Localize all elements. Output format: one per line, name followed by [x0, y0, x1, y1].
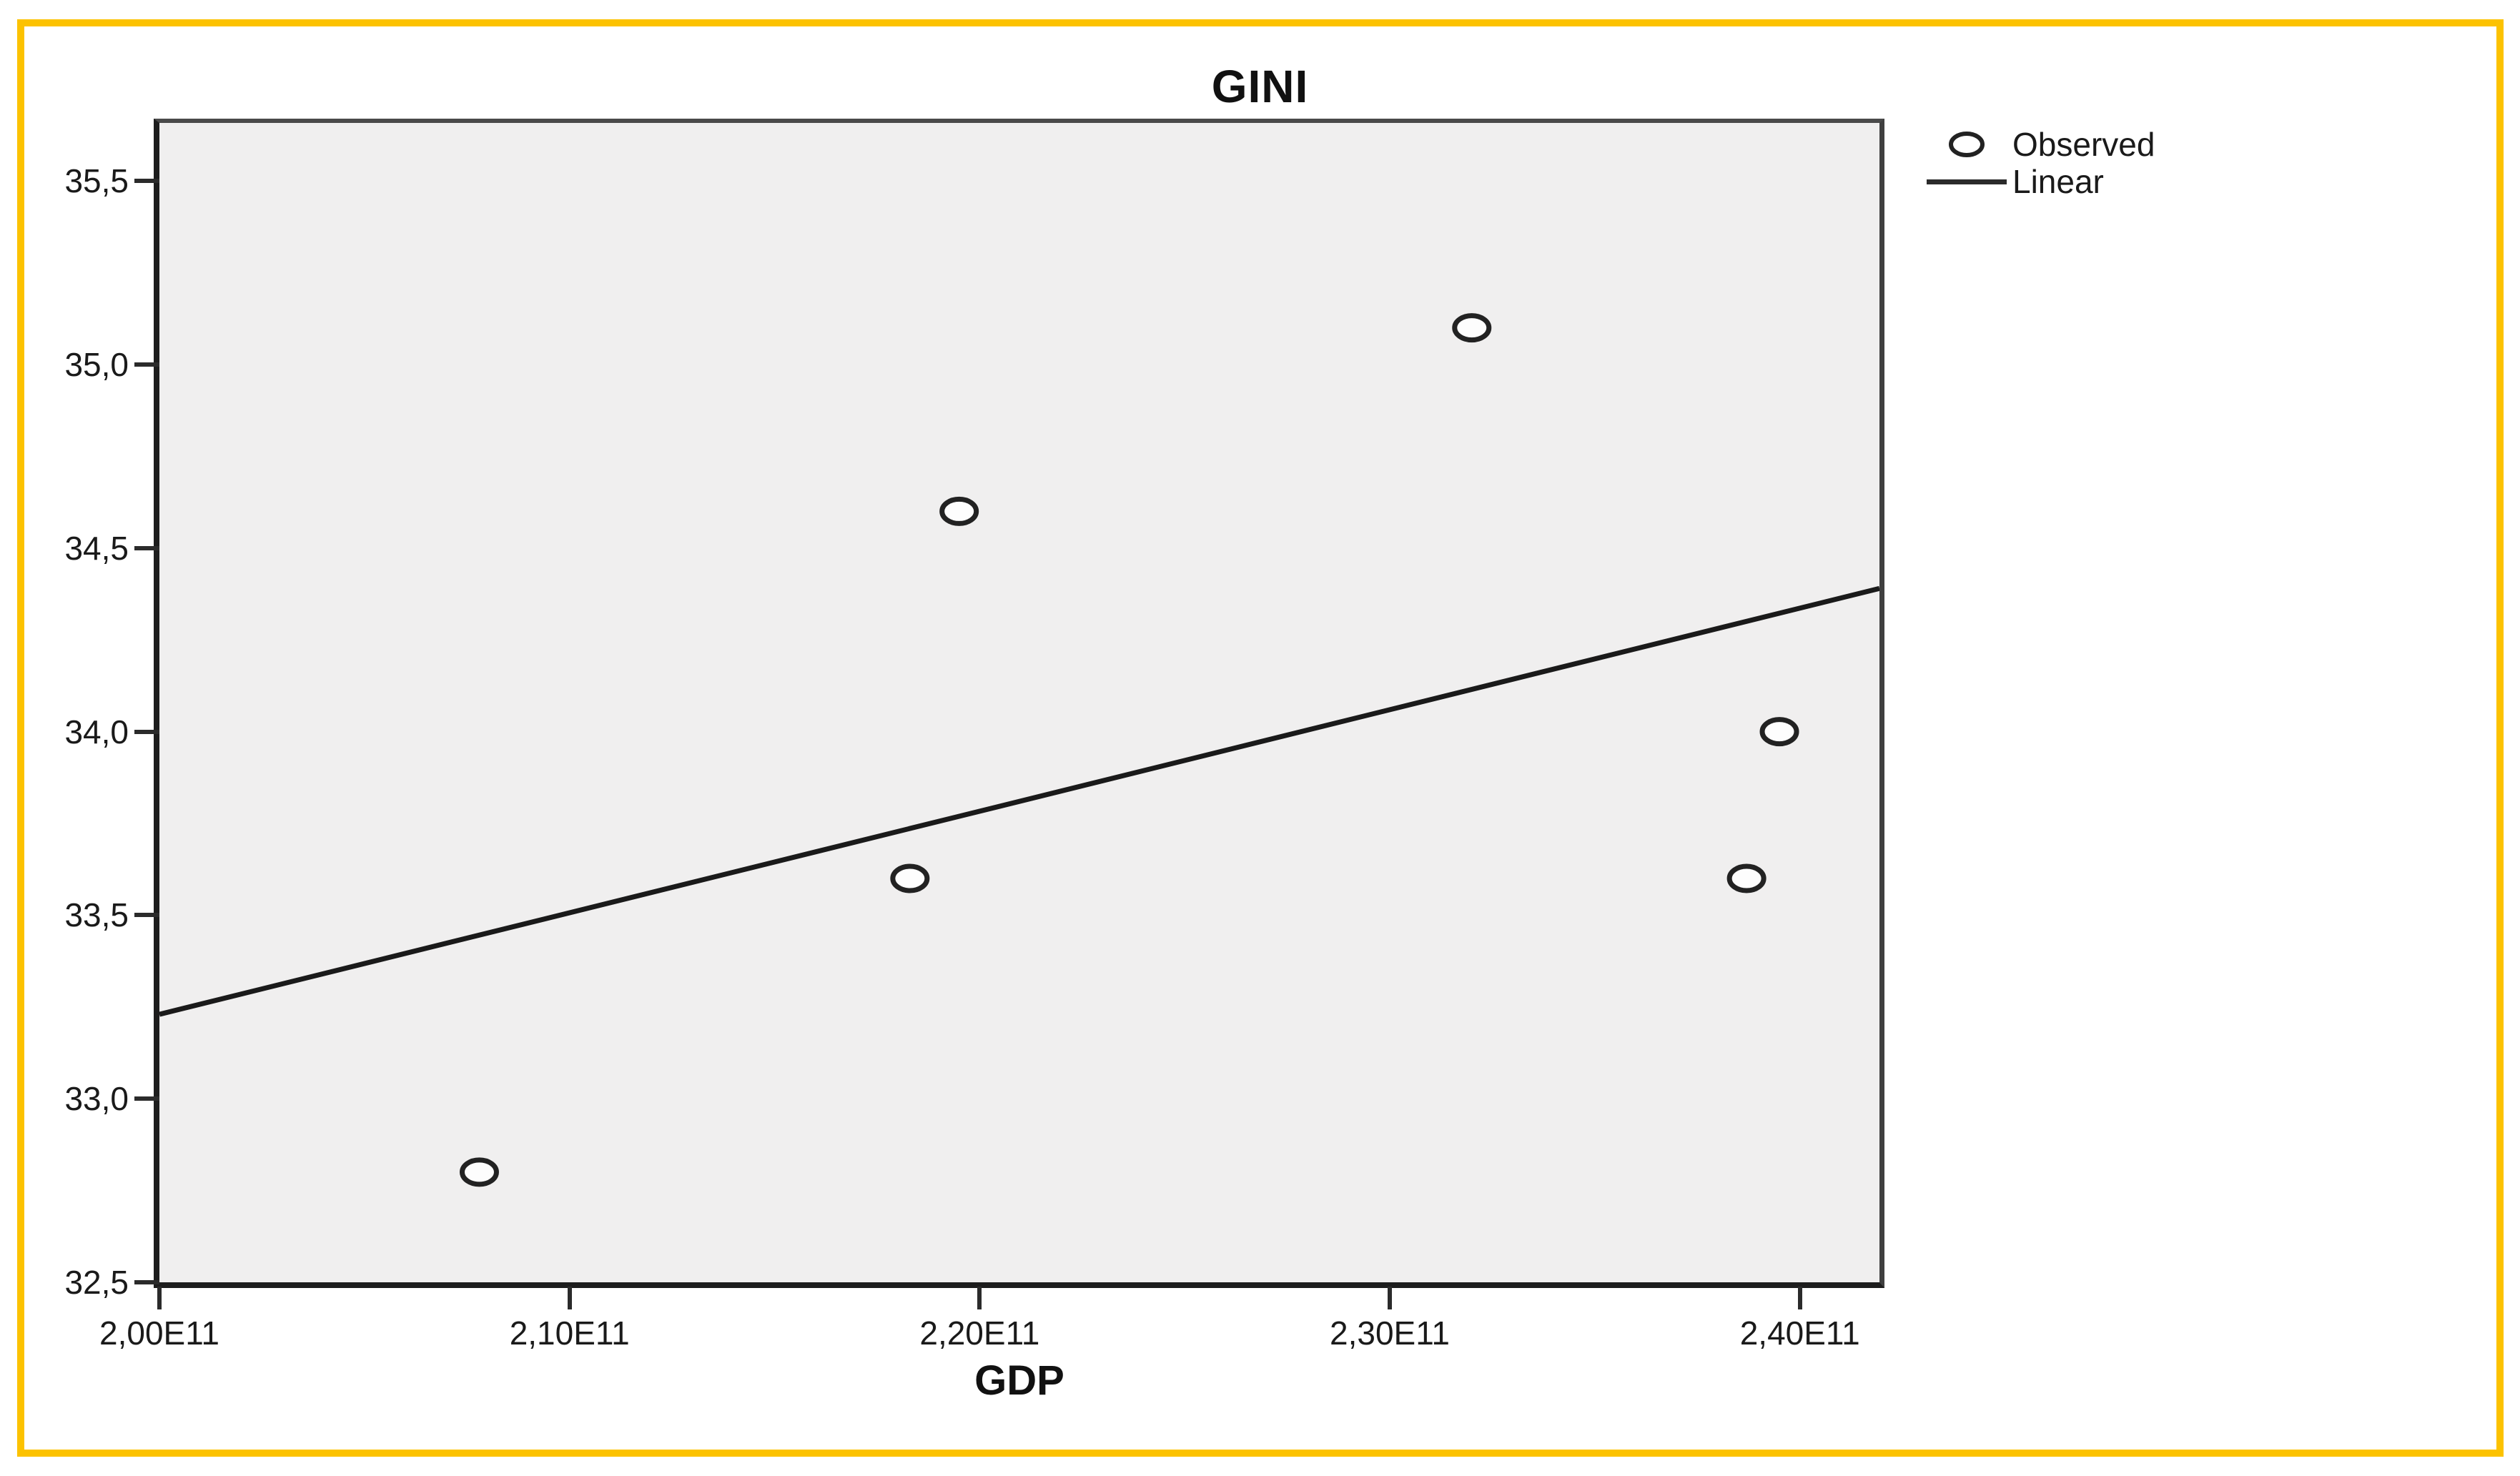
- x-tick-label: 2,20E11: [919, 1314, 1040, 1352]
- y-tick-mark: [134, 179, 159, 184]
- legend-item-observed: Observed: [1922, 126, 2155, 163]
- observed-circle-icon: [1922, 130, 2011, 159]
- y-tick-label: 34,5: [64, 529, 129, 567]
- legend: Observed Linear: [1922, 126, 2155, 200]
- x-tick-label: 2,10E11: [509, 1314, 630, 1352]
- y-tick-label: 34,0: [64, 713, 129, 751]
- y-tick-mark: [134, 1280, 159, 1284]
- scatter-point: [1452, 313, 1492, 343]
- x-tick-mark: [1797, 1287, 1802, 1309]
- linear-line-icon: [1927, 179, 2007, 184]
- y-tick-label: 32,5: [64, 1264, 129, 1301]
- y-tick-mark: [134, 913, 159, 918]
- x-tick-mark: [977, 1287, 982, 1309]
- scatter-plot-svg: [159, 313, 1879, 1187]
- x-tick-label: 2,40E11: [1739, 1314, 1860, 1352]
- x-tick-mark: [1388, 1287, 1393, 1309]
- scatter-point: [1726, 863, 1767, 893]
- scatter-point: [1759, 717, 1799, 747]
- x-tick-mark: [157, 1287, 162, 1309]
- scatter-point: [939, 496, 979, 526]
- y-tick-label: 35,0: [64, 345, 129, 383]
- legend-label-observed: Observed: [2012, 126, 2155, 163]
- legend-label-linear: Linear: [2012, 163, 2104, 200]
- y-tick-label: 35,5: [64, 162, 129, 200]
- scatter-point: [890, 863, 930, 893]
- x-tick-label: 2,00E11: [99, 1314, 219, 1352]
- y-tick-mark: [134, 729, 159, 734]
- y-tick-mark: [134, 1096, 159, 1101]
- regression-line: [159, 585, 1879, 1017]
- plot-area: [154, 119, 1884, 1288]
- scatter-point: [459, 1157, 499, 1187]
- x-axis-title: GDP: [974, 1357, 1064, 1404]
- x-tick-label: 2,30E11: [1330, 1314, 1450, 1352]
- legend-item-linear: Linear: [1922, 163, 2155, 200]
- y-tick-mark: [134, 362, 159, 367]
- y-tick-label: 33,5: [64, 896, 129, 934]
- y-tick-label: 33,0: [64, 1080, 129, 1118]
- y-tick-mark: [134, 545, 159, 550]
- chart-title: GINI: [1211, 61, 1309, 112]
- x-tick-mark: [567, 1287, 572, 1309]
